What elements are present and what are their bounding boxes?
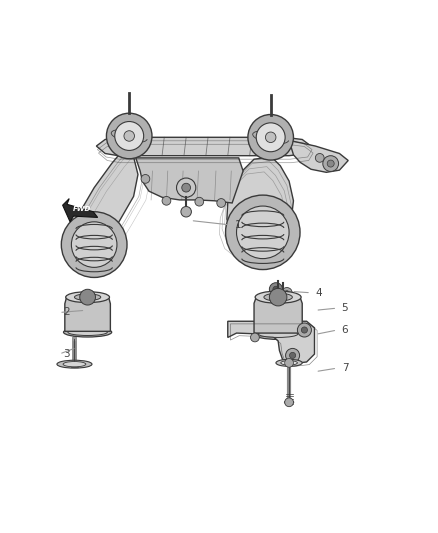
Text: 3: 3 <box>64 349 70 359</box>
Circle shape <box>124 131 134 141</box>
Circle shape <box>301 327 307 333</box>
Circle shape <box>285 290 289 295</box>
Circle shape <box>269 282 283 296</box>
Text: 5: 5 <box>342 303 348 313</box>
Circle shape <box>181 206 191 217</box>
Polygon shape <box>72 156 138 254</box>
Ellipse shape <box>66 292 110 303</box>
Circle shape <box>323 156 339 172</box>
Circle shape <box>290 352 296 359</box>
Polygon shape <box>65 294 110 332</box>
Circle shape <box>115 122 144 150</box>
Ellipse shape <box>57 360 92 368</box>
Ellipse shape <box>281 361 297 365</box>
Ellipse shape <box>255 291 301 303</box>
Text: FWD: FWD <box>73 206 92 212</box>
Circle shape <box>251 333 259 342</box>
Ellipse shape <box>269 293 283 296</box>
Ellipse shape <box>254 328 303 340</box>
Circle shape <box>217 199 226 207</box>
Ellipse shape <box>264 293 293 301</box>
Circle shape <box>285 359 293 367</box>
Polygon shape <box>228 321 314 364</box>
Circle shape <box>61 212 127 278</box>
Polygon shape <box>227 157 293 246</box>
Ellipse shape <box>64 327 112 337</box>
Text: 7: 7 <box>342 363 348 373</box>
Circle shape <box>226 195 300 270</box>
Ellipse shape <box>281 296 293 298</box>
Circle shape <box>265 132 276 142</box>
Text: 6: 6 <box>342 325 348 335</box>
Circle shape <box>106 113 152 159</box>
Ellipse shape <box>276 359 302 366</box>
Circle shape <box>256 123 285 152</box>
Text: 4: 4 <box>315 288 322 298</box>
Circle shape <box>286 349 300 362</box>
Circle shape <box>162 197 171 205</box>
Circle shape <box>273 286 279 292</box>
Circle shape <box>80 289 95 305</box>
Circle shape <box>285 398 293 407</box>
Circle shape <box>248 115 293 160</box>
Circle shape <box>141 174 150 183</box>
Polygon shape <box>63 199 98 222</box>
Circle shape <box>237 206 289 259</box>
Text: 1: 1 <box>234 220 241 230</box>
Ellipse shape <box>63 361 86 367</box>
Circle shape <box>282 287 292 298</box>
Circle shape <box>182 183 191 192</box>
Polygon shape <box>289 140 348 172</box>
Polygon shape <box>96 138 311 156</box>
Polygon shape <box>136 158 243 203</box>
Circle shape <box>297 323 311 337</box>
Ellipse shape <box>68 329 107 335</box>
Polygon shape <box>254 294 302 333</box>
Circle shape <box>269 288 287 306</box>
Circle shape <box>71 325 78 332</box>
Circle shape <box>177 178 196 197</box>
Circle shape <box>195 197 204 206</box>
Text: 2: 2 <box>64 308 70 318</box>
Ellipse shape <box>284 400 294 404</box>
Circle shape <box>327 160 334 167</box>
Ellipse shape <box>258 330 298 337</box>
Ellipse shape <box>74 294 101 301</box>
Circle shape <box>71 222 117 268</box>
Circle shape <box>315 154 324 162</box>
